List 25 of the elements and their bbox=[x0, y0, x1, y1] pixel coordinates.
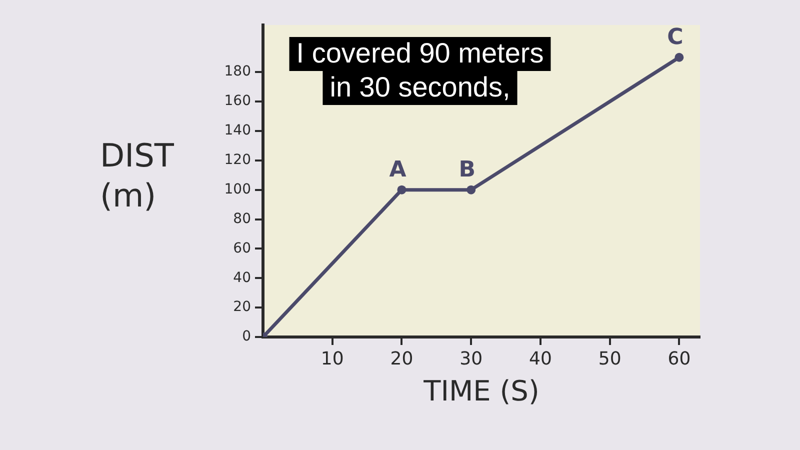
annotation: C bbox=[667, 25, 684, 50]
x-tick-label: 60 bbox=[668, 348, 691, 370]
y-tick-label: 20 bbox=[233, 299, 251, 316]
point bbox=[397, 185, 406, 194]
y-tick-label: 120 bbox=[224, 152, 251, 168]
y-tick-label: 40 bbox=[233, 270, 251, 286]
y-tick-label: 0 bbox=[242, 328, 251, 345]
annotation: B bbox=[458, 158, 476, 183]
point bbox=[466, 185, 476, 194]
y-tick-label: 180 bbox=[224, 64, 251, 80]
y-tick-label: 60 bbox=[233, 240, 251, 256]
point bbox=[674, 52, 684, 62]
x-tick-label: 30 bbox=[460, 348, 483, 370]
y-tick-label: 100 bbox=[224, 181, 251, 198]
x-axis-title: TIME (S) bbox=[422, 374, 540, 408]
y-axis-title: DIST (m) bbox=[100, 136, 174, 214]
y-tick-label: 80 bbox=[233, 210, 251, 227]
x-tick-label: 50 bbox=[598, 348, 622, 370]
annotation: I covered 90 meters in 30 seconds, bbox=[296, 38, 544, 103]
y-tick-label: 140 bbox=[224, 122, 251, 139]
y-tick-label: 160 bbox=[224, 93, 251, 110]
x-tick-label: 10 bbox=[320, 348, 344, 370]
x-tick-label: 40 bbox=[529, 348, 552, 370]
x-tick-label: 20 bbox=[390, 348, 414, 370]
annotation: A bbox=[389, 158, 406, 183]
